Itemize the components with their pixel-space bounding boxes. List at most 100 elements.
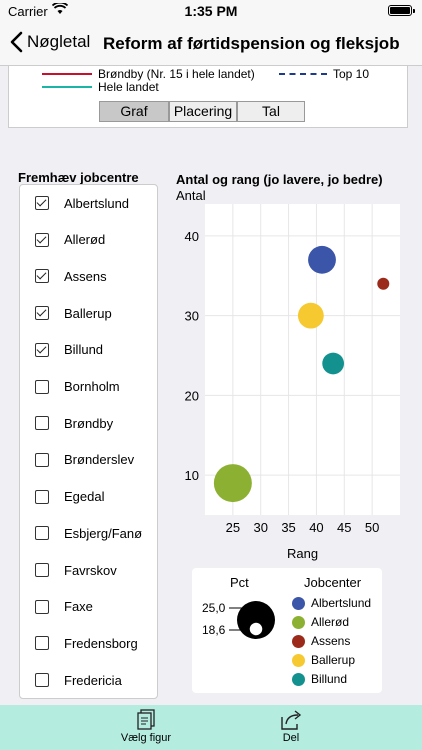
y-tick-label: 20 xyxy=(185,388,199,403)
back-button[interactable]: Nøgletal xyxy=(10,31,90,53)
segment-tal[interactable]: Tal xyxy=(237,101,305,122)
legend-label: Ballerup xyxy=(311,653,356,667)
checkbox-unchecked-icon[interactable] xyxy=(35,563,49,577)
jobcenter-filter-list[interactable]: Albertslund Allerød Assens Ballerup Bill… xyxy=(19,184,158,699)
filter-item-label: Assens xyxy=(64,268,107,284)
filter-item-label: Albertslund xyxy=(64,195,130,211)
checkbox-unchecked-icon[interactable] xyxy=(35,379,49,394)
checkbox-unchecked-icon[interactable] xyxy=(35,599,49,614)
checkbox-checked-icon[interactable] xyxy=(35,232,49,247)
x-axis-label: Rang xyxy=(287,546,319,561)
segment-placering[interactable]: Placering xyxy=(169,101,237,122)
tab-label: Del xyxy=(282,732,300,744)
checkbox-unchecked-icon[interactable] xyxy=(35,489,49,504)
filter-item-albertslund[interactable]: Albertslund xyxy=(20,185,157,221)
legend-label: Allerød xyxy=(311,615,350,629)
size-legend-min: 18,6 xyxy=(202,623,226,637)
filter-item-brondby[interactable]: Brøndby xyxy=(20,405,157,441)
documents-icon xyxy=(137,709,155,730)
data-points xyxy=(213,245,390,503)
size-legend-max: 25,0 xyxy=(202,601,226,615)
x-tick-label: 35 xyxy=(281,520,295,535)
checkbox-checked-icon[interactable] xyxy=(35,342,49,357)
filter-item-favrskov[interactable]: Favrskov xyxy=(20,552,157,588)
filter-item-label: Egedal xyxy=(64,489,105,505)
tab-choose-figure[interactable]: Vælg figur xyxy=(106,709,186,744)
wifi-icon xyxy=(51,1,69,18)
legend-label: Top 10 xyxy=(333,67,370,81)
carrier-label: Carrier xyxy=(8,4,48,19)
filter-item-egedal[interactable]: Egedal xyxy=(20,479,157,515)
legend-label: Assens xyxy=(311,634,351,648)
filter-item-label: Fredericia xyxy=(64,672,122,688)
filter-item-label: Brøndby xyxy=(64,415,114,431)
page-title: Reform af førtidspension og fleksjob xyxy=(103,34,400,53)
filter-item-billund[interactable]: Billund xyxy=(20,332,157,368)
size-legend-title: Pct xyxy=(230,575,249,590)
checkbox-checked-icon[interactable] xyxy=(35,196,49,210)
y-tick-labels: 10 20 30 40 xyxy=(185,229,199,483)
filter-item-ballerup[interactable]: Ballerup xyxy=(20,295,157,331)
legend-dot xyxy=(292,634,305,648)
filter-item-label: Allerød xyxy=(64,232,106,248)
filter-item-label: Esbjerg/Fanø xyxy=(64,525,143,541)
legend-item-billund: Billund xyxy=(292,672,347,686)
filter-item-bronderslev[interactable]: Brønderslev xyxy=(20,442,157,478)
legend-label: Brøndby (Nr. 15 i hele landet) xyxy=(98,67,255,81)
legend-dot xyxy=(292,596,305,610)
scatter-point-ballerup[interactable] xyxy=(297,302,324,329)
checkbox-unchecked-icon[interactable] xyxy=(35,452,49,467)
size-legend-icon xyxy=(229,601,275,639)
legend-line-national: Hele landet xyxy=(42,80,159,94)
legend-line-top10: Top 10 xyxy=(279,67,369,81)
legend-dot xyxy=(292,672,305,686)
segment-graf[interactable]: Graf xyxy=(99,101,169,122)
nav-bar: Nøgletal Reform af førtidspension og fle… xyxy=(0,22,422,66)
red-line-swatch xyxy=(42,73,92,75)
checkbox-checked-icon[interactable] xyxy=(35,306,49,321)
checkbox-unchecked-icon[interactable] xyxy=(35,636,49,651)
legend-label: Albertslund xyxy=(311,596,372,610)
chevron-left-icon xyxy=(10,31,23,53)
x-tick-labels: 25 30 35 40 45 50 xyxy=(226,520,380,535)
filter-item-label: Bornholm xyxy=(64,379,120,394)
teal-line-swatch xyxy=(42,86,92,88)
filter-item-fredensborg[interactable]: Fredensborg xyxy=(20,625,157,661)
view-segmented-control: Graf Placering Tal xyxy=(99,101,305,122)
legend-label: Billund xyxy=(311,672,348,686)
scatter-point-assens[interactable] xyxy=(377,277,390,290)
filter-item-allerod[interactable]: Allerød xyxy=(20,222,157,258)
checkbox-unchecked-icon[interactable] xyxy=(35,416,49,431)
legend-line-brondby: Brøndby (Nr. 15 i hele landet) xyxy=(42,67,255,81)
status-bar: Carrier 1:35 PM xyxy=(0,0,422,22)
scatter-point-albertslund[interactable] xyxy=(308,245,336,274)
checkbox-checked-icon[interactable] xyxy=(35,269,49,284)
scatter-point-billund[interactable] xyxy=(322,352,345,375)
share-icon xyxy=(281,710,302,730)
y-axis-label: Antal xyxy=(176,188,206,203)
x-tick-label: 50 xyxy=(365,520,379,535)
filter-item-bornholm[interactable]: Bornholm xyxy=(20,369,157,405)
y-tick-label: 10 xyxy=(185,468,199,483)
color-legend-title: Jobcenter xyxy=(304,575,362,590)
tab-share[interactable]: Del xyxy=(251,709,331,744)
filter-title: Fremhæv jobcentre xyxy=(18,170,139,185)
filter-item-label: Fredensborg xyxy=(64,635,138,651)
top-panel: Brøndby (Nr. 15 i hele landet) Hele land… xyxy=(8,66,408,128)
filter-item-assens[interactable]: Assens xyxy=(20,258,157,294)
checkbox-unchecked-icon[interactable] xyxy=(35,526,49,541)
filter-item-label: Favrskov xyxy=(64,562,117,578)
filter-item-fredericia[interactable]: Fredericia xyxy=(20,662,157,698)
legend-dot xyxy=(292,653,305,667)
filter-item-esbjerg-fano[interactable]: Esbjerg/Fanø xyxy=(20,515,157,551)
filter-item-label: Billund xyxy=(64,342,104,358)
x-tick-label: 30 xyxy=(253,520,267,535)
scatter-point-allerød[interactable] xyxy=(213,464,252,503)
chart-title: Antal og rang (jo lavere, jo bedre) xyxy=(176,172,383,187)
legend-item-albertslund: Albertslund xyxy=(292,596,371,610)
battery-icon xyxy=(388,5,415,16)
checkbox-unchecked-icon[interactable] xyxy=(35,673,49,688)
back-label: Nøgletal xyxy=(27,32,91,51)
tab-label: Vælg figur xyxy=(120,732,172,744)
filter-item-faxe[interactable]: Faxe xyxy=(20,589,157,625)
